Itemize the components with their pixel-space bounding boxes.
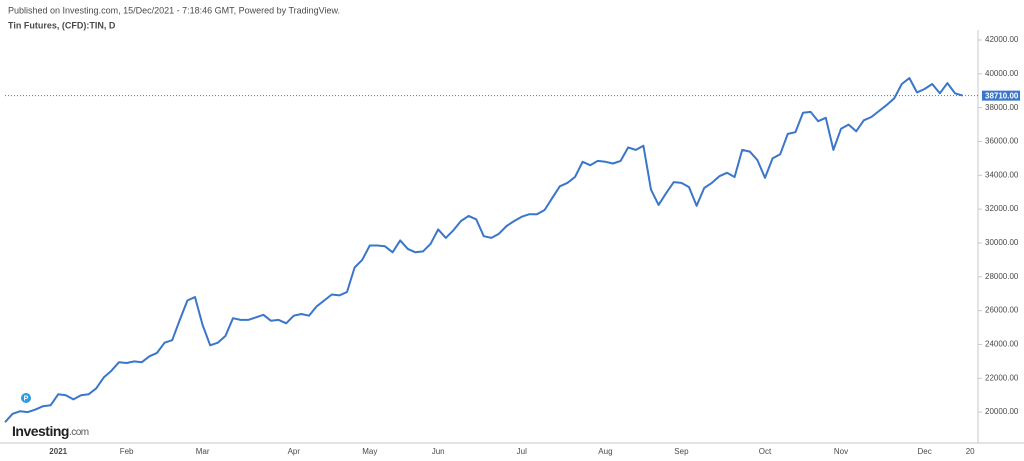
x-tick-label: Nov (834, 447, 848, 456)
header: Published on Investing.com, 15/Dec/2021 … (8, 5, 340, 15)
x-tick-label: Oct (759, 447, 772, 456)
y-tick-label: 22000.00 (985, 373, 1019, 382)
y-tick-label: 20000.00 (985, 407, 1019, 416)
price-line (4, 77, 963, 423)
x-tick-label: 20 (966, 447, 975, 456)
y-tick-label: 32000.00 (985, 204, 1019, 213)
y-tick-label: 28000.00 (985, 272, 1019, 281)
y-tick-label: 24000.00 (985, 340, 1019, 349)
x-tick-label: Sep (674, 447, 689, 456)
x-tick-label: Dec (917, 447, 931, 456)
y-tick-label: 34000.00 (985, 170, 1019, 179)
x-tick-label: Jul (517, 447, 527, 456)
y-tick-label: 30000.00 (985, 238, 1019, 247)
logo-suffix: .com (69, 427, 89, 438)
last-price-badge (982, 90, 1020, 101)
x-tick-label: Jun (432, 447, 445, 456)
last-price-label: 38710.00 (985, 91, 1019, 100)
y-tick-label: 40000.00 (985, 69, 1019, 78)
y-tick-label: 26000.00 (985, 306, 1019, 315)
logo-brand: Investing (12, 423, 69, 439)
marker-label: P (24, 395, 29, 402)
x-tick-label: Mar (196, 447, 210, 456)
chart-title: Tin Futures, (CFD):TIN, D (8, 20, 116, 30)
x-tick-label: 2021 (49, 447, 67, 456)
x-tick-label: May (362, 447, 377, 456)
y-tick-label: 38000.00 (985, 103, 1019, 112)
x-tick-label: Apr (288, 447, 301, 456)
logo: Investing.com (12, 423, 89, 439)
y-tick-label: 42000.00 (985, 35, 1019, 44)
y-tick-label: 36000.00 (985, 137, 1019, 146)
marker-badge (21, 393, 31, 403)
x-tick-label: Feb (120, 447, 134, 456)
x-tick-label: Aug (598, 447, 612, 456)
